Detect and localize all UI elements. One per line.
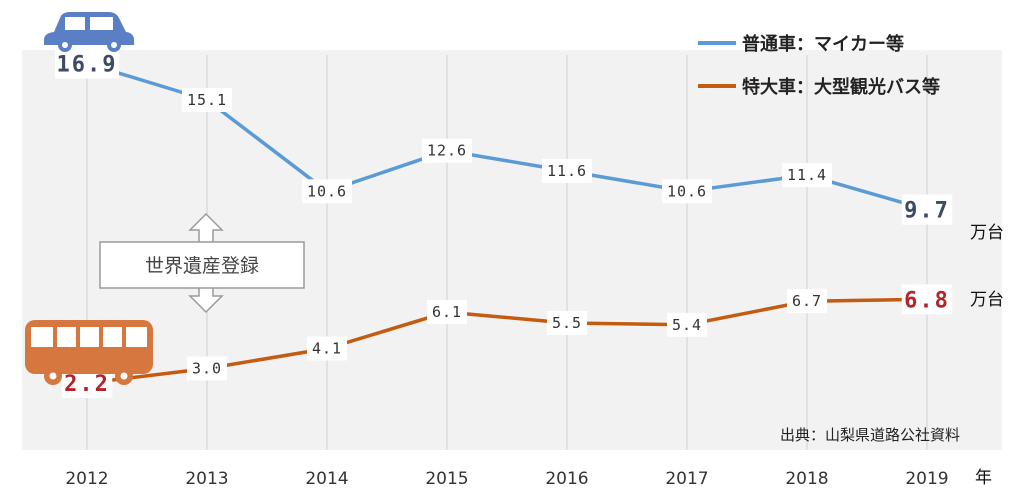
unit-label-car: 万台	[970, 223, 1004, 243]
legend-label-car: 普通車：マイカー等	[742, 33, 904, 55]
data-label-bg	[427, 300, 467, 325]
x-tick-label: 2015	[425, 469, 468, 489]
data-label: 11.6	[547, 162, 587, 180]
x-tick-label: 2014	[305, 469, 348, 489]
data-label: 6.8	[904, 288, 950, 313]
data-label-bg	[182, 87, 232, 112]
annotation-label: 世界遺産登録	[145, 255, 259, 277]
data-label: 3.0	[192, 360, 222, 378]
x-axis-unit: 年	[975, 468, 992, 488]
x-tick-label: 2017	[665, 469, 708, 489]
data-label: 10.6	[667, 182, 707, 200]
data-label-bg	[667, 312, 707, 337]
data-label-bg	[307, 336, 347, 361]
legend: 普通車：マイカー等 特大車：大型観光バス等	[698, 33, 940, 98]
data-label-bg	[901, 194, 953, 225]
annotation-group: 世界遺産登録	[99, 212, 305, 314]
data-label: 11.4	[787, 166, 827, 184]
data-label: 2.2	[64, 372, 110, 397]
data-labels: 16.9 15.1 10.6 12.6 11.6 10.6 11.4 9.7 2.2 3.0 4.1…	[55, 48, 953, 399]
data-label-bg	[547, 311, 587, 335]
x-tick-label: 2018	[785, 469, 828, 489]
data-label: 15.1	[187, 91, 227, 109]
data-label: 16.9	[57, 52, 118, 77]
x-axis-ticks: 2012 2013 2014 2015 2016 2017 2018 2019	[65, 469, 948, 489]
data-label-bg	[787, 289, 827, 314]
data-label-bg	[55, 48, 119, 79]
data-label-bg	[422, 138, 472, 163]
data-label: 10.6	[307, 182, 347, 200]
data-label: 5.4	[672, 316, 702, 334]
unit-label-bus: 万台	[970, 290, 1004, 310]
data-label-bg	[187, 356, 227, 381]
data-label: 5.5	[552, 314, 582, 332]
legend-label-bus: 特大車：大型観光バス等	[742, 76, 940, 98]
data-label-bg	[901, 284, 953, 315]
x-tick-label: 2013	[185, 469, 228, 489]
x-tick-label: 2016	[545, 469, 588, 489]
x-tick-label: 2019	[905, 469, 948, 489]
data-label-bg	[302, 179, 352, 204]
data-label: 6.7	[792, 292, 822, 310]
x-tick-label: 2012	[65, 469, 108, 489]
data-label: 4.1	[312, 339, 342, 357]
bus-icon	[25, 320, 153, 385]
source-note: 出典：山梨県道路公社資料	[780, 426, 960, 444]
data-label-bg	[782, 163, 832, 188]
data-label: 6.1	[432, 303, 462, 321]
data-label: 9.7	[904, 199, 950, 224]
data-label-bg	[662, 179, 712, 204]
data-label: 12.6	[427, 142, 467, 160]
data-label-bg	[542, 159, 592, 184]
car-icon	[44, 12, 134, 52]
